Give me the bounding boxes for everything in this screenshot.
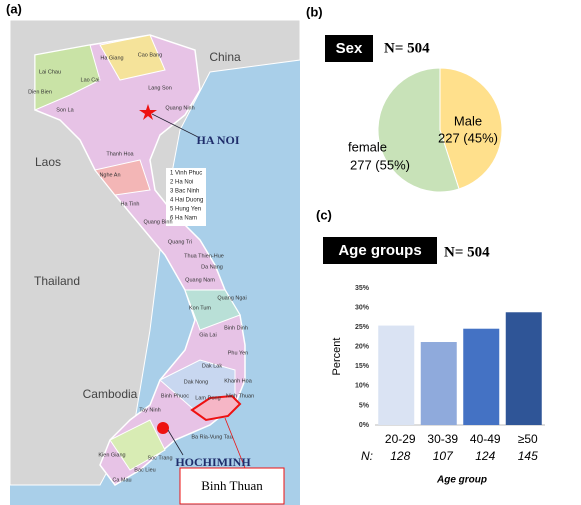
province-label: Quang Ngai xyxy=(217,295,246,301)
province-label: Tay Ninh xyxy=(139,407,160,413)
province-label: Kon Tum xyxy=(189,305,211,311)
legend-item: 5 Hung Yen xyxy=(170,207,201,213)
legend-item: 3 Bac Ninh xyxy=(170,189,199,195)
x-axis-label: Age group xyxy=(436,475,487,486)
province-label: Binh Phuoc xyxy=(161,393,189,399)
chart-subtitle: N= 504 xyxy=(444,244,490,260)
hcm-dot xyxy=(157,422,169,434)
y-tick-label: 10% xyxy=(355,383,370,390)
slice-label: female xyxy=(348,139,387,154)
chart-title: Age groups xyxy=(338,242,421,259)
leader-line xyxy=(224,417,246,469)
province xyxy=(184,289,241,331)
slice-label: Male xyxy=(454,113,482,128)
province xyxy=(34,44,101,111)
province-label: Binh Dinh xyxy=(224,325,248,331)
title-box xyxy=(325,35,373,62)
province-label: Ca Mau xyxy=(112,477,131,483)
y-axis-label: Percent xyxy=(331,338,343,376)
province-label: Ha Giang xyxy=(100,55,123,61)
province-label: Khanh Hoa xyxy=(224,378,252,384)
chart-title: Sex xyxy=(336,40,363,57)
panel-label: (b) xyxy=(306,4,323,19)
city: HOCHIMINH xyxy=(175,455,251,469)
x-tick-label: ≥50 xyxy=(518,432,538,446)
title-box xyxy=(323,237,437,264)
legend-item: 2 Ha Noi xyxy=(170,180,193,186)
bar xyxy=(420,342,457,425)
legend-item: 6 Ha Nam xyxy=(170,216,197,222)
bar xyxy=(378,325,415,425)
map: Binh Thuan 1 Vinh Phuc 2 Ha Noi 3 Bac Ni… xyxy=(9,19,301,505)
province xyxy=(94,159,151,196)
province-label: Phu Yen xyxy=(228,350,249,356)
count-label: 145 xyxy=(518,449,538,463)
bar xyxy=(505,312,542,425)
hanoi-star xyxy=(139,104,157,120)
n-label: N: xyxy=(361,449,373,463)
y-tick-label: 15% xyxy=(355,363,370,370)
y-tick-label: 30% xyxy=(355,304,370,311)
province-label: Lang Son xyxy=(148,85,172,91)
province-label: Soc Trang xyxy=(147,455,172,461)
callout-box xyxy=(179,467,285,505)
x-tick-label: 30-39 xyxy=(427,432,458,446)
callout-text: Binh Thuan xyxy=(201,478,263,493)
legend-item: 4 Hai Duong xyxy=(170,198,203,204)
province-label: Gia Lai xyxy=(199,332,216,338)
country: Laos xyxy=(35,155,61,169)
province-label: Quang Binh xyxy=(143,219,172,225)
province xyxy=(99,34,166,81)
y-tick-label: 0% xyxy=(359,422,370,429)
province-label: Nghe An xyxy=(99,172,120,178)
pie-slice xyxy=(439,67,503,190)
province xyxy=(109,419,166,471)
y-tick-label: 20% xyxy=(355,344,370,351)
province-label: Ninh Thuan xyxy=(226,393,254,399)
count-label: 128 xyxy=(390,449,410,463)
chart-subtitle: N= 504 xyxy=(384,40,430,56)
country: Cambodia xyxy=(83,387,138,401)
panel-label: (c) xyxy=(316,207,332,222)
province-label: Lao Cai xyxy=(81,77,100,83)
bar xyxy=(463,328,500,425)
leader-line xyxy=(167,429,184,456)
x-tick-label: 40-49 xyxy=(470,432,501,446)
province-label: Quang Ninh xyxy=(165,105,194,111)
y-tick-label: 25% xyxy=(355,324,370,331)
city: HA NOI xyxy=(196,133,239,147)
count-label: 107 xyxy=(433,449,454,463)
y-tick-label: 35% xyxy=(355,285,370,292)
province-label: Dak Nong xyxy=(184,379,208,385)
count-label: 124 xyxy=(475,449,495,463)
province-label: Ha Tinh xyxy=(121,201,140,207)
province-label: Son La xyxy=(56,107,74,113)
province-label: Quang Nam xyxy=(185,277,215,283)
country: China xyxy=(209,50,241,64)
province-label: Lam Dong xyxy=(195,395,220,401)
country: Thailand xyxy=(34,274,80,288)
binh-thuan xyxy=(190,394,242,422)
province-label: Thua Thien-Hue xyxy=(184,253,224,259)
y-tick-label: 5% xyxy=(359,402,370,409)
province-label: Bac Lieu xyxy=(134,467,155,473)
x-tick-label: 20-29 xyxy=(385,432,416,446)
province-label: Da Nang xyxy=(201,264,223,270)
legend-item: 1 Vinh Phuc xyxy=(170,171,202,177)
province-label: Ba Ria-Vung Tau xyxy=(191,434,232,440)
province-label: Quang Tri xyxy=(168,239,192,245)
province-label: Lai Chau xyxy=(39,69,61,75)
leader-line xyxy=(151,113,201,139)
value-label: 277 (55%) xyxy=(350,157,410,172)
province-label: Dak Lak xyxy=(202,363,222,369)
panel-label: (a) xyxy=(6,1,22,16)
value-label: 227 (45%) xyxy=(438,130,498,145)
province-label: Kien Giang xyxy=(98,452,125,458)
pie-slice xyxy=(377,67,460,193)
province-label: Dien Bien xyxy=(28,89,52,95)
province-label: Cao Bang xyxy=(138,52,162,58)
legend-box xyxy=(166,168,206,226)
province-label: Thanh Hoa xyxy=(106,151,134,157)
